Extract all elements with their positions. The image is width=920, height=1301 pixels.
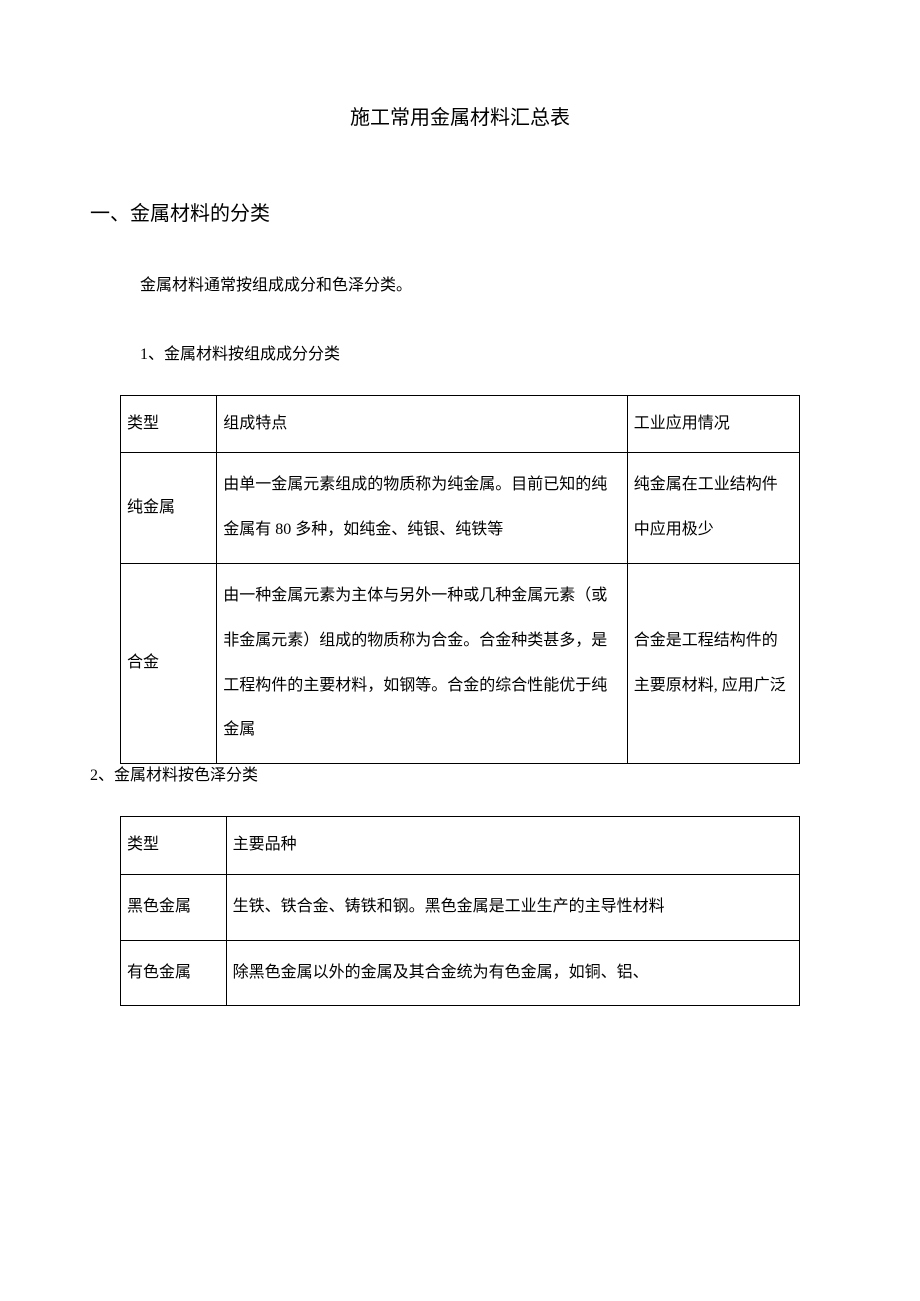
table-cell: 有色金属 <box>121 940 227 1006</box>
table-cell: 合金是工程结构件的主要原材料, 应用广泛 <box>627 563 799 763</box>
table-row: 黑色金属 生铁、铁合金、铸铁和钢。黑色金属是工业生产的主导性材料 <box>121 874 800 940</box>
table-composition-classification: 类型 组成特点 工业应用情况 纯金属 由单一金属元素组成的物质称为纯金属。目前已… <box>120 395 800 765</box>
table-header-row: 类型 主要品种 <box>121 816 800 874</box>
table-header-cell: 工业应用情况 <box>627 395 799 453</box>
table-row: 合金 由一种金属元素为主体与另外一种或几种金属元素（或非金属元素）组成的物质称为… <box>121 563 800 763</box>
section-1-heading: 一、金属材料的分类 <box>90 196 830 232</box>
table-cell: 合金 <box>121 563 217 763</box>
table-cell: 生铁、铁合金、铸铁和钢。黑色金属是工业生产的主导性材料 <box>226 874 799 940</box>
table-header-cell: 类型 <box>121 395 217 453</box>
subsection-2-heading: 2、金属材料按色泽分类 <box>90 762 830 791</box>
table-row: 有色金属 除黑色金属以外的金属及其合金统为有色金属，如铜、铝、 <box>121 940 800 1006</box>
table-cell: 纯金属 <box>121 453 217 564</box>
table-header-cell: 主要品种 <box>226 816 799 874</box>
table-cell: 黑色金属 <box>121 874 227 940</box>
table-row: 纯金属 由单一金属元素组成的物质称为纯金属。目前已知的纯金属有 80 多种，如纯… <box>121 453 800 564</box>
section-1-intro: 金属材料通常按组成成分和色泽分类。 <box>140 272 830 301</box>
subsection-1-heading: 1、金属材料按组成成分分类 <box>140 341 830 370</box>
table-cell: 除黑色金属以外的金属及其合金统为有色金属，如铜、铝、 <box>226 940 799 1006</box>
table-cell: 由一种金属元素为主体与另外一种或几种金属元素（或非金属元素）组成的物质称为合金。… <box>217 563 627 763</box>
table-cell: 由单一金属元素组成的物质称为纯金属。目前已知的纯金属有 80 多种，如纯金、纯银… <box>217 453 627 564</box>
table-color-classification: 类型 主要品种 黑色金属 生铁、铁合金、铸铁和钢。黑色金属是工业生产的主导性材料… <box>120 816 800 1006</box>
table-header-cell: 组成特点 <box>217 395 627 453</box>
table-header-row: 类型 组成特点 工业应用情况 <box>121 395 800 453</box>
table-cell: 纯金属在工业结构件中应用极少 <box>627 453 799 564</box>
document-title: 施工常用金属材料汇总表 <box>90 100 830 136</box>
table-header-cell: 类型 <box>121 816 227 874</box>
